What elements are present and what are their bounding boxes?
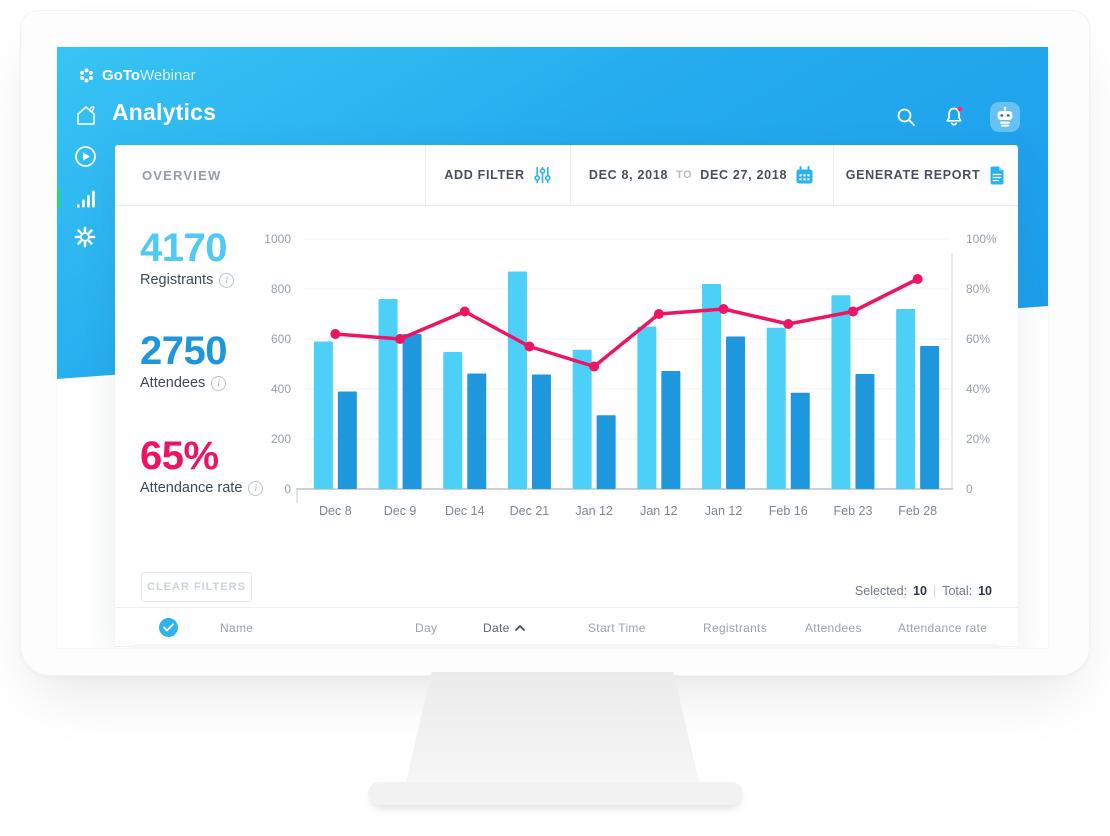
svg-text:Dec 9: Dec 9 (384, 504, 417, 518)
svg-text:Feb 28: Feb 28 (898, 504, 937, 518)
brand-webinar: Webinar (140, 67, 196, 84)
column-header-registrants[interactable]: Registrants (703, 621, 767, 635)
date-to: DEC 27, 2018 (700, 168, 788, 182)
column-header-attendance-rate[interactable]: Attendance rate (898, 621, 988, 635)
column-header-attendees[interactable]: Attendees (805, 621, 862, 635)
notification-dot (957, 106, 963, 112)
bell-icon[interactable] (942, 104, 966, 135)
svg-text:600: 600 (271, 332, 291, 346)
select-all-checkbox[interactable] (159, 618, 178, 637)
monitor-stand (405, 672, 700, 786)
svg-text:Dec 14: Dec 14 (445, 504, 485, 518)
svg-text:Dec 8: Dec 8 (319, 504, 352, 518)
search-icon[interactable] (895, 106, 917, 133)
attendees-value: 2750 (140, 329, 227, 373)
page-title: Analytics (112, 99, 217, 125)
overview-card: OVERVIEW ADD FILTER DEC 8, 2018 TO DEC 2… (115, 145, 1018, 648)
flower-logo-icon (80, 68, 93, 83)
toolbar-divider (833, 145, 834, 205)
chart-area: 0 0 200 20% 400 40% 600 60% 800 80% 1000 100% Dec 8 D… (255, 225, 1005, 537)
column-header-date[interactable]: Date (483, 621, 525, 635)
registrants-label: Registrants i (140, 272, 235, 288)
svg-text:Dec 21: Dec 21 (510, 504, 550, 518)
column-header-start-time[interactable]: Start Time (588, 621, 646, 635)
date-to-label: TO (676, 169, 693, 181)
add-filter-button[interactable]: ADD FILTER (425, 145, 570, 205)
check-icon (163, 623, 174, 632)
brand-logo: GoToWebinar (78, 67, 196, 84)
app-screen: GoToWebinar Analytics (57, 47, 1048, 648)
date-range-picker[interactable]: DEC 8, 2018 TO DEC 27, 2018 (570, 145, 833, 205)
selected-value: 10 (913, 584, 927, 598)
selected-label: Selected: (854, 584, 908, 598)
svg-text:Feb 16: Feb 16 (769, 504, 808, 518)
svg-text:0: 0 (284, 482, 291, 496)
calendar-icon (796, 165, 813, 183)
attendance-rate-label: Attendance rate i (140, 480, 264, 496)
toolbar-divider (570, 145, 571, 205)
svg-text:Feb 23: Feb 23 (833, 504, 872, 518)
info-icon[interactable]: i (219, 272, 235, 288)
svg-text:40%: 40% (966, 382, 990, 396)
tab-overview-label: OVERVIEW (142, 167, 222, 183)
svg-text:Jan 12: Jan 12 (575, 504, 613, 518)
toolbar-divider (425, 145, 426, 205)
attendance-rate-value: 65% (140, 434, 219, 478)
add-filter-label: ADD FILTER (444, 168, 525, 182)
generate-report-button[interactable]: GENERATE REPORT (833, 145, 1018, 205)
svg-text:80%: 80% (966, 282, 990, 296)
play-circle-icon[interactable] (74, 145, 97, 173)
selection-separator: | (932, 584, 937, 598)
svg-text:Jan 12: Jan 12 (705, 504, 743, 518)
svg-text:Jan 12: Jan 12 (640, 504, 678, 518)
svg-text:200: 200 (271, 432, 291, 446)
toolbar: OVERVIEW ADD FILTER DEC 8, 2018 TO DEC 2… (115, 145, 1018, 206)
home-icon[interactable] (74, 103, 100, 132)
date-from: DEC 8, 2018 (588, 168, 669, 182)
active-nav-indicator (57, 188, 60, 208)
monitor-base (368, 782, 743, 805)
svg-text:1000: 1000 (264, 232, 291, 246)
filter-sliders-icon (533, 166, 551, 184)
clear-filters-button[interactable]: CLEAR FILTERS (141, 572, 252, 602)
generate-report-label: GENERATE REPORT (845, 168, 981, 182)
registrants-value: 4170 (140, 226, 227, 270)
brand-name: GoToWebinar (102, 67, 196, 84)
document-icon (990, 166, 1004, 184)
bar-chart-icon[interactable] (77, 190, 95, 213)
svg-text:400: 400 (271, 382, 291, 396)
selection-summary: Selected: 10 | Total: 10 (855, 584, 992, 598)
tab-overview[interactable]: OVERVIEW (142, 145, 221, 205)
svg-text:60%: 60% (966, 332, 990, 346)
table-row[interactable] (130, 644, 1003, 648)
gear-icon[interactable] (73, 225, 97, 249)
svg-text:100%: 100% (966, 232, 997, 246)
info-icon[interactable]: i (248, 480, 264, 496)
svg-text:800: 800 (271, 282, 291, 296)
column-header-day[interactable]: Day (415, 621, 438, 635)
analytics-chart: 0 0 200 20% 400 40% 600 60% 800 80% 1000 100% Dec 8 D… (264, 232, 997, 518)
sort-asc-icon (514, 625, 525, 631)
svg-text:0: 0 (966, 482, 973, 496)
attendees-label: Attendees i (140, 375, 227, 391)
total-value: 10 (978, 584, 992, 598)
column-header-name[interactable]: Name (220, 621, 254, 635)
info-icon[interactable]: i (211, 375, 227, 391)
total-label: Total: (942, 584, 973, 598)
robot-avatar[interactable] (990, 102, 1020, 132)
table-header: Name Day Date Start Time Registrants Attendee… (115, 607, 1018, 647)
svg-text:20%: 20% (966, 432, 990, 446)
brand-goto: GoTo (102, 67, 141, 84)
